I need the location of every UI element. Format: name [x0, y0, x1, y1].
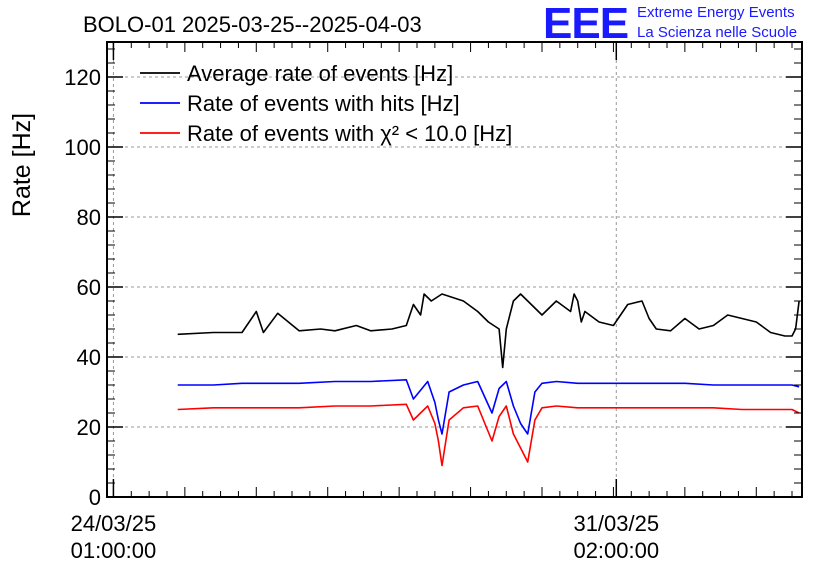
x-tick-label-time: 02:00:00	[573, 538, 659, 563]
y-tick-label: 80	[77, 205, 101, 230]
series-lines	[177, 293, 800, 467]
y-tick-label: 100	[64, 135, 101, 160]
y-axis-label: Rate [Hz]	[8, 113, 36, 217]
logo-line-1: Extreme Energy Events	[637, 4, 795, 21]
legend-label-2: Rate of events with χ² < 10.0 [Hz]	[187, 121, 512, 146]
eee-logo: EEE Extreme Energy Events La Scienza nel…	[543, 2, 833, 46]
legend-label-1: Rate of events with hits [Hz]	[187, 91, 460, 116]
x-tick-label-time: 01:00:00	[71, 538, 157, 563]
y-tick-label: 40	[77, 345, 101, 370]
series-line-2	[177, 403, 800, 467]
series-line-1	[177, 379, 800, 435]
eee-logo-mark: EEE	[543, 0, 629, 48]
y-tick-label: 60	[77, 275, 101, 300]
x-tick-label-date: 24/03/25	[71, 511, 157, 536]
chart-title: BOLO-01 2025-03-25--2025-04-03	[83, 12, 422, 37]
series-line-0	[177, 293, 800, 369]
grid-lines	[107, 42, 802, 497]
legend-label-0: Average rate of events [Hz]	[187, 61, 453, 86]
y-tick-label: 0	[89, 485, 101, 510]
y-tick-label: 120	[64, 65, 101, 90]
x-tick-label-date: 31/03/25	[573, 511, 659, 536]
logo-line-2: La Scienza nelle Scuole	[637, 24, 798, 41]
y-tick-label: 20	[77, 415, 101, 440]
plot-frame	[106, 41, 803, 498]
legend: Average rate of events [Hz] Rate of event…	[140, 61, 512, 146]
